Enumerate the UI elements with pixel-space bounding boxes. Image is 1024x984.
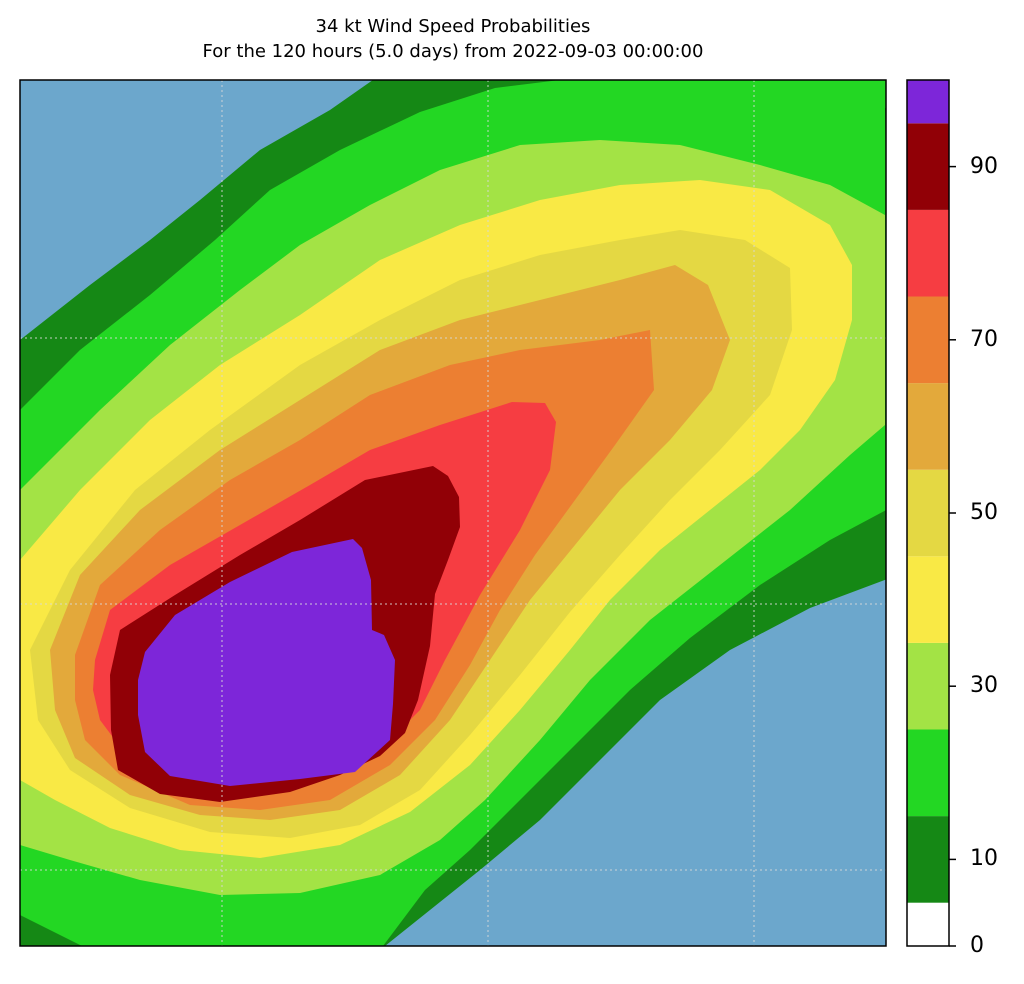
colorbar-segment xyxy=(907,469,949,557)
colorbar-segment xyxy=(907,296,949,384)
colorbar-segment xyxy=(907,816,949,903)
colorbar-ticks xyxy=(949,165,956,947)
chart-subtitle: For the 120 hours (5.0 days) from 2022-0… xyxy=(202,41,704,62)
colorbar-segment xyxy=(907,383,949,470)
colorbar-segment xyxy=(907,902,949,946)
contour-field xyxy=(20,80,886,946)
colorbar-tick-label: 50 xyxy=(970,500,998,525)
colorbar-tick-label: 90 xyxy=(970,153,998,179)
colorbar-tick-label: 0 xyxy=(970,933,984,958)
chart-title: 34 kt Wind Speed Probabilities xyxy=(315,16,591,37)
colorbar-tick-label: 10 xyxy=(970,846,998,872)
colorbar-segment xyxy=(907,556,949,643)
grid-lines xyxy=(20,80,886,946)
colorbar-segment xyxy=(907,209,949,297)
colorbar-segment xyxy=(907,123,949,210)
contour-band-100 xyxy=(138,539,395,786)
chart-title-block: 34 kt Wind Speed Probabilities For the 1… xyxy=(20,14,886,64)
colorbar-segment xyxy=(907,642,949,730)
map-frame xyxy=(19,79,887,947)
colorbar-tick-label: 30 xyxy=(970,673,998,699)
colorbar-segment xyxy=(907,80,949,124)
colorbar-tick-label: 70 xyxy=(970,326,998,352)
colorbar-segment xyxy=(907,729,949,817)
colorbar xyxy=(907,80,949,946)
